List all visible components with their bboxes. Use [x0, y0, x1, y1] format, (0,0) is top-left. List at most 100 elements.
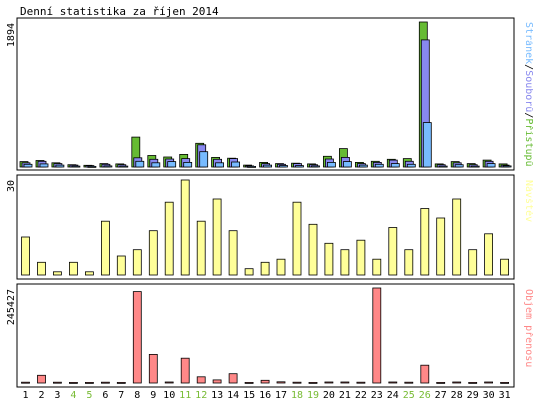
visits-bar-1	[21, 236, 30, 276]
day-label-19: 19	[307, 390, 319, 401]
legend-separator-2: /	[523, 112, 533, 118]
transfer-bar-14	[228, 373, 238, 384]
visits-bar-11	[180, 179, 190, 276]
day-label-4: 4	[70, 390, 76, 401]
visits-bar-10	[164, 201, 174, 276]
transfer-panel-bars	[21, 287, 510, 384]
day-label-3: 3	[54, 390, 60, 401]
legend-separator-1: /	[523, 64, 533, 70]
legend-pages: Stránek	[523, 22, 533, 64]
day-label-23: 23	[371, 390, 383, 401]
pages-bar-20	[326, 161, 336, 168]
transfer-bar-23	[372, 287, 382, 384]
day-label-2: 2	[38, 390, 44, 401]
transfer-bar-31	[500, 381, 510, 384]
transfer-bar-22	[356, 381, 366, 384]
visits-bar-28	[452, 198, 462, 276]
hits-panel-max-label: 1894	[6, 23, 17, 47]
day-label-25: 25	[403, 390, 415, 401]
visits-panel-max-label: 30	[6, 180, 17, 192]
day-label-29: 29	[467, 390, 479, 401]
transfer-bar-17	[276, 381, 286, 384]
day-label-18: 18	[291, 390, 303, 401]
transfer-bar-7	[116, 381, 126, 384]
day-label-12: 12	[195, 390, 207, 401]
visits-bar-19	[308, 223, 318, 276]
visits-bar-21	[340, 249, 350, 276]
transfer-bar-9	[148, 353, 158, 384]
pages-bar-10	[167, 161, 177, 168]
day-label-21: 21	[339, 390, 351, 401]
day-label-1: 1	[22, 390, 28, 401]
visits-bar-14	[228, 230, 238, 276]
pages-bar-30	[486, 163, 496, 168]
pages-bar-22	[358, 164, 368, 168]
visits-bar-17	[276, 258, 286, 276]
transfer-bar-15	[244, 381, 254, 384]
day-label-16: 16	[259, 390, 271, 401]
pages-bar-19	[311, 165, 320, 168]
hits-panel-bars	[19, 21, 512, 168]
pages-bar-28	[454, 164, 464, 168]
day-label-6: 6	[102, 390, 108, 401]
day-label-27: 27	[435, 390, 447, 401]
legend-files: Souborů	[523, 70, 533, 112]
visits-bar-27	[436, 217, 446, 276]
day-label-26: 26	[419, 390, 431, 401]
transfer-bar-13	[212, 379, 222, 384]
pages-bar-12	[199, 151, 209, 168]
visits-panel-bars	[21, 179, 510, 276]
transfer-bar-30	[484, 381, 494, 384]
visits-bar-26	[420, 208, 430, 276]
pages-bar-2	[39, 163, 49, 168]
day-axis-labels: 1 2 3 4 5 6 7 8 9 10 11 12 13 14 15 16 17 18 19 20 21 22 23 24 2…	[22, 390, 510, 401]
transfer-bar-8	[132, 291, 142, 384]
visits-bar-30	[484, 233, 494, 276]
visits-bar-8	[132, 249, 142, 276]
transfer-bar-3	[53, 381, 62, 384]
pages-bar-25	[406, 163, 416, 168]
transfer-bar-28	[452, 381, 462, 384]
day-label-11: 11	[179, 390, 191, 401]
day-label-24: 24	[387, 390, 399, 401]
pages-bar-6	[103, 165, 113, 168]
pages-bar-27	[438, 165, 448, 168]
day-label-8: 8	[134, 390, 140, 401]
day-label-28: 28	[451, 390, 463, 401]
chart-title: Denní statistika za říjen 2014	[20, 5, 219, 18]
pages-bar-3	[55, 164, 65, 168]
transfer-bar-10	[164, 381, 174, 384]
pages-bar-18	[295, 165, 304, 168]
visits-bar-29	[468, 249, 478, 276]
transfer-bar-20	[324, 381, 334, 384]
transfer-bar-19	[308, 381, 318, 384]
visits-bar-22	[356, 239, 366, 276]
visits-bar-25	[404, 249, 414, 276]
pages-bar-23	[374, 163, 384, 168]
transfer-bar-6	[101, 381, 110, 384]
day-label-22: 22	[355, 390, 367, 401]
pages-bar-31	[502, 165, 512, 168]
visits-bar-12	[196, 220, 206, 276]
transfer-panel-frame	[16, 283, 515, 388]
transfer-bar-4	[69, 381, 78, 384]
visits-bar-3	[53, 271, 62, 276]
transfer-bar-25	[404, 381, 414, 384]
day-label-14: 14	[227, 390, 239, 401]
pages-bar-4	[71, 165, 81, 168]
pages-bar-26	[422, 122, 432, 168]
visits-bar-23	[372, 258, 382, 276]
day-label-30: 30	[483, 390, 495, 401]
pages-bar-14	[231, 161, 241, 168]
pages-bar-24	[390, 163, 400, 168]
pages-bar-17	[279, 165, 288, 168]
transfer-bar-2	[37, 374, 46, 384]
transfer-bar-24	[388, 381, 398, 384]
pages-bar-21	[342, 161, 352, 168]
visits-bar-6	[101, 220, 110, 276]
transfer-panel-max-label: 245427	[6, 289, 17, 325]
visits-bar-16	[260, 261, 270, 276]
transfer-bar-12	[196, 376, 206, 384]
visits-bar-15	[244, 268, 254, 276]
